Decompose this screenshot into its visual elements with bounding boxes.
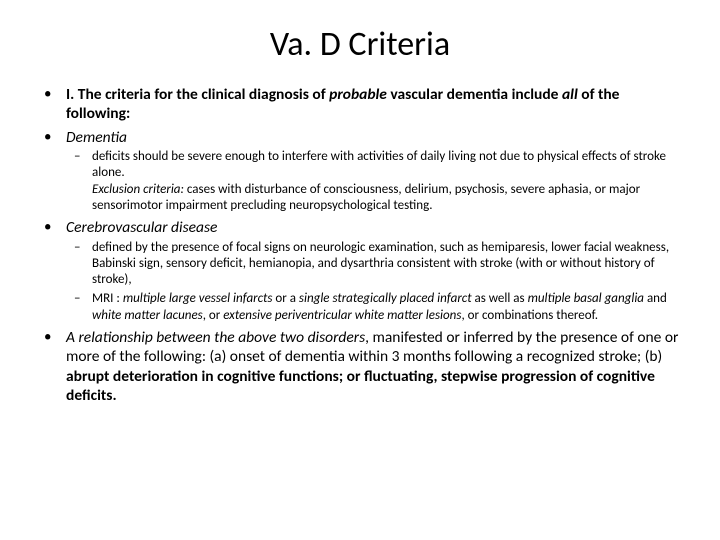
slide-title: Va. D Criteria bbox=[36, 24, 684, 65]
text-segment: , or combinations thereof. bbox=[461, 308, 598, 323]
text-segment: , or bbox=[203, 308, 224, 323]
text-segment: white matter lacunes bbox=[92, 308, 203, 323]
text-segment: vascular dementia include bbox=[387, 85, 562, 104]
list-item: A relationship between the above two dis… bbox=[36, 328, 684, 406]
list-item: Cerebrovascular disease defined by the p… bbox=[36, 218, 684, 324]
list-item: I. The criteria for the clinical diagnos… bbox=[36, 85, 684, 124]
sub-list-item: defined by the presence of focal signs o… bbox=[66, 240, 684, 289]
bullet-list: I. The criteria for the clinical diagnos… bbox=[36, 85, 684, 405]
text-segment: single strategically placed infarct bbox=[299, 291, 472, 306]
text-segment: multiple large vessel infarcts bbox=[123, 291, 273, 306]
text-segment: Exclusion criteria: bbox=[92, 182, 184, 197]
list-item: Dementia deficits should be severe enough… bbox=[36, 128, 684, 214]
text-segment: deficits should be severe enough to inte… bbox=[92, 149, 666, 180]
text-segment: extensive periventricular white matter l… bbox=[223, 308, 461, 323]
text-segment: abrupt deterioration in cognitive functi… bbox=[66, 367, 655, 405]
text-segment: probable bbox=[329, 85, 387, 104]
sub-list: defined by the presence of focal signs o… bbox=[66, 240, 684, 324]
text-segment: A relationship between the above two dis… bbox=[66, 328, 365, 347]
text-segment: all bbox=[562, 85, 578, 104]
sub-list-item: MRI : multiple large vessel infarcts or … bbox=[66, 291, 684, 324]
sub-list-item: deficits should be severe enough to inte… bbox=[66, 149, 684, 214]
text-segment: or a bbox=[272, 291, 298, 306]
text-segment: and bbox=[644, 291, 667, 306]
text-segment: as well as bbox=[472, 291, 528, 306]
text-segment: defined by the presence of focal signs o… bbox=[92, 240, 669, 288]
text-segment: Dementia bbox=[66, 128, 127, 147]
text-segment: MRI : bbox=[92, 291, 123, 306]
text-segment: multiple basal ganglia bbox=[528, 291, 644, 306]
text-segment: I. The criteria for the clinical diagnos… bbox=[66, 85, 329, 104]
sub-list: deficits should be severe enough to inte… bbox=[66, 149, 684, 214]
text-segment: Cerebrovascular disease bbox=[66, 218, 217, 237]
